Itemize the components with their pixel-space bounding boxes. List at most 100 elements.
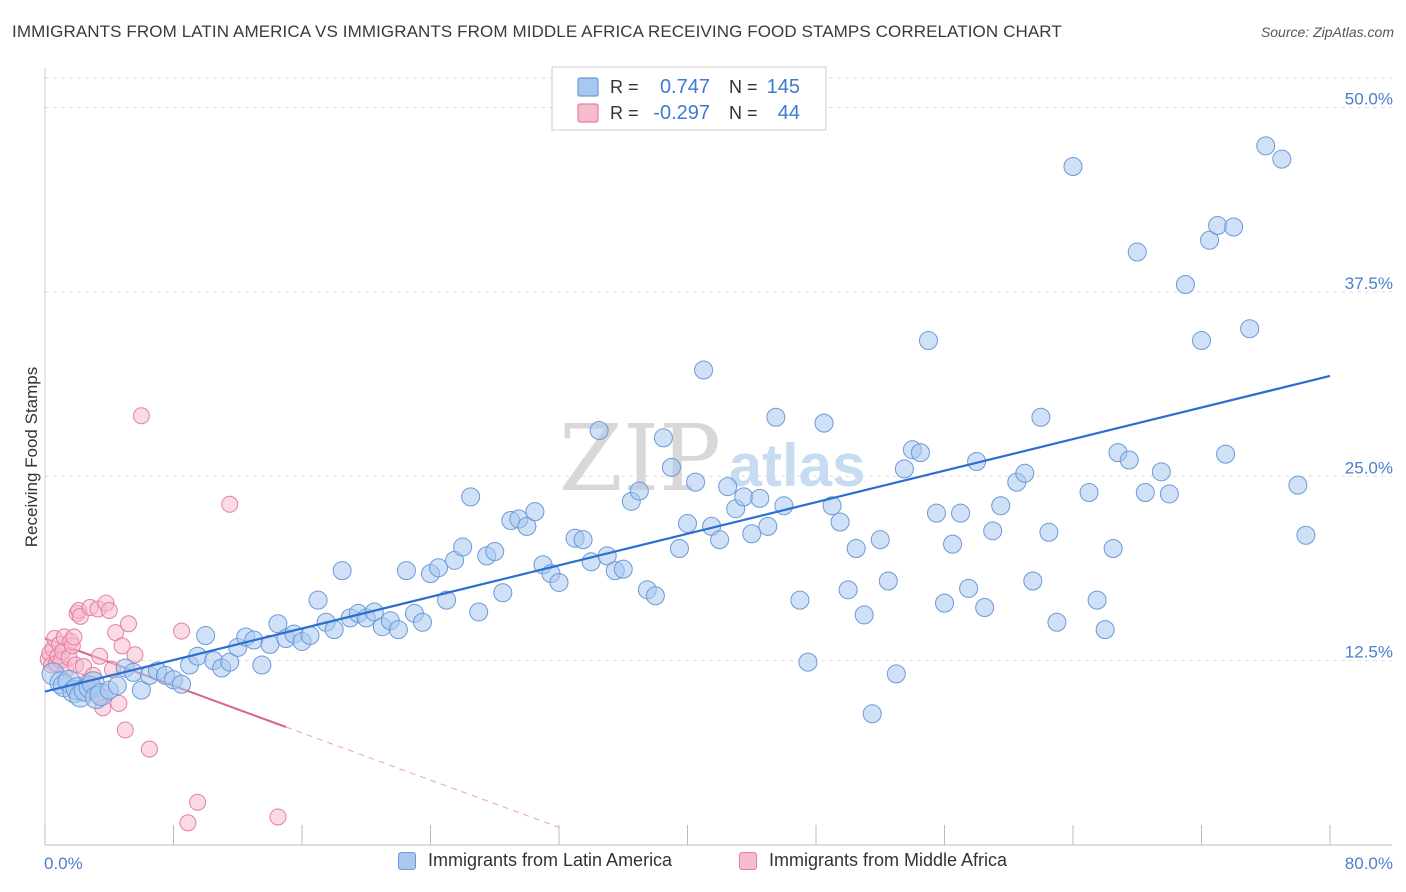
legend-item-latin-america: Immigrants from Latin America <box>398 850 672 871</box>
blue-trendline <box>44 374 1331 693</box>
data-point-latin-america <box>1151 462 1171 482</box>
data-point-latin-america <box>1192 331 1211 351</box>
data-point-middle-africa <box>120 615 138 633</box>
data-point-latin-america <box>517 516 537 536</box>
data-point-latin-america <box>324 620 344 640</box>
data-point-latin-america <box>1039 522 1059 542</box>
data-point-latin-america <box>196 626 216 646</box>
data-point-latin-america <box>846 539 866 559</box>
data-point-middle-africa <box>179 814 197 832</box>
data-point-latin-america <box>573 530 593 550</box>
data-point-latin-america <box>1087 590 1107 610</box>
pink-trendline-dashed <box>285 726 560 828</box>
data-point-middle-africa <box>91 647 109 665</box>
data-point-latin-america <box>983 521 1003 541</box>
legend-swatch-latin-america <box>398 851 416 870</box>
legend-n-value-blue: 145 <box>767 76 800 98</box>
data-point-latin-america <box>822 496 842 516</box>
data-point-latin-america <box>686 472 706 492</box>
data-point-latin-america <box>1288 475 1308 495</box>
legend-r-value-blue: 0.747 <box>660 76 710 98</box>
data-point-latin-america <box>678 513 697 533</box>
chart-title: IMMIGRANTS FROM LATIN AMERICA VS IMMIGRA… <box>12 22 1062 41</box>
data-point-latin-america <box>469 602 489 622</box>
data-point-latin-america <box>918 331 938 351</box>
data-point-latin-america <box>1079 482 1099 502</box>
axes: 0.0% 80.0% <box>44 68 1393 873</box>
data-point-latin-america <box>1047 612 1067 632</box>
gridlines: 12.5% 25.0% 37.5% 50.0% <box>45 77 1393 662</box>
data-point-middle-africa <box>113 637 131 655</box>
data-point-latin-america <box>943 534 963 554</box>
data-point-latin-america <box>653 428 673 448</box>
data-point-latin-america <box>1015 463 1035 483</box>
data-point-latin-america <box>1023 571 1043 591</box>
data-point-middle-africa <box>173 622 191 640</box>
data-point-middle-africa <box>110 694 128 712</box>
data-point-latin-america <box>589 421 609 441</box>
data-point-latin-america <box>1103 539 1123 559</box>
data-point-latin-america <box>750 488 770 508</box>
legend-label-middle-africa: Immigrants from Middle Africa <box>769 850 1008 870</box>
data-point-latin-america <box>790 590 810 610</box>
data-point-latin-america <box>1200 230 1220 250</box>
pink-points <box>39 407 287 832</box>
data-point-latin-america <box>926 503 946 523</box>
data-point-latin-america <box>1208 216 1228 235</box>
data-point-latin-america <box>429 558 449 578</box>
data-point-middle-africa <box>140 740 158 758</box>
legend-swatch-blue <box>577 77 599 97</box>
data-point-latin-america <box>1159 484 1179 504</box>
data-point-latin-america <box>300 626 320 646</box>
x-tick-label-min: 0.0% <box>44 854 83 873</box>
data-point-latin-america <box>131 680 151 700</box>
data-point-middle-africa <box>189 793 207 811</box>
data-point-latin-america <box>910 443 930 463</box>
data-point-latin-america <box>862 704 882 724</box>
data-point-latin-america <box>1031 407 1051 427</box>
data-point-latin-america <box>1240 319 1260 339</box>
data-point-latin-america <box>308 590 328 610</box>
data-point-latin-america <box>268 614 288 634</box>
data-point-latin-america <box>1256 136 1276 156</box>
data-point-latin-america <box>894 459 914 479</box>
legend-r-value-pink: -0.297 <box>653 102 710 124</box>
data-point-latin-america <box>252 655 272 675</box>
data-point-latin-america <box>718 477 738 497</box>
data-point-latin-america <box>1095 620 1115 640</box>
data-point-middle-africa <box>221 495 239 513</box>
data-point-latin-america <box>734 487 754 507</box>
chart-source: Source: ZipAtlas.com <box>1260 24 1394 40</box>
data-point-latin-america <box>951 503 971 523</box>
data-point-latin-america <box>485 541 505 561</box>
data-point-latin-america <box>830 512 850 532</box>
legend-n-label-blue: N = <box>729 77 758 97</box>
legend-r-label-blue: R = <box>610 77 639 97</box>
legend-item-middle-africa: Immigrants from Middle Africa <box>739 850 1007 871</box>
data-point-latin-america <box>220 652 240 672</box>
data-point-latin-america <box>388 620 408 640</box>
y-tick-label: 12.5% <box>1345 643 1393 662</box>
legend-swatch-pink <box>577 103 599 123</box>
data-point-latin-america <box>1119 450 1139 470</box>
data-point-middle-africa <box>100 601 118 619</box>
y-tick-label: 25.0% <box>1345 458 1393 477</box>
data-point-latin-america <box>1175 275 1195 294</box>
data-point-latin-america <box>437 590 457 610</box>
data-point-latin-america <box>1296 525 1316 545</box>
data-point-latin-america <box>838 580 858 600</box>
data-point-latin-america <box>107 676 127 696</box>
data-point-latin-america <box>854 605 874 625</box>
data-point-middle-africa <box>65 628 83 646</box>
legend-box: R = 0.747 N = 145 R = -0.297 N = 44 <box>551 66 827 131</box>
data-point-middle-africa <box>126 646 144 664</box>
y-tick-label: 50.0% <box>1345 90 1393 109</box>
data-point-latin-america <box>645 586 665 606</box>
data-point-latin-america <box>798 652 818 672</box>
legend-n-label-pink: N = <box>729 103 758 123</box>
y-axis-label: Receiving Food Stamps <box>22 367 41 547</box>
data-point-latin-america <box>629 481 649 501</box>
data-point-latin-america <box>694 360 714 380</box>
blue-points <box>41 136 1316 724</box>
